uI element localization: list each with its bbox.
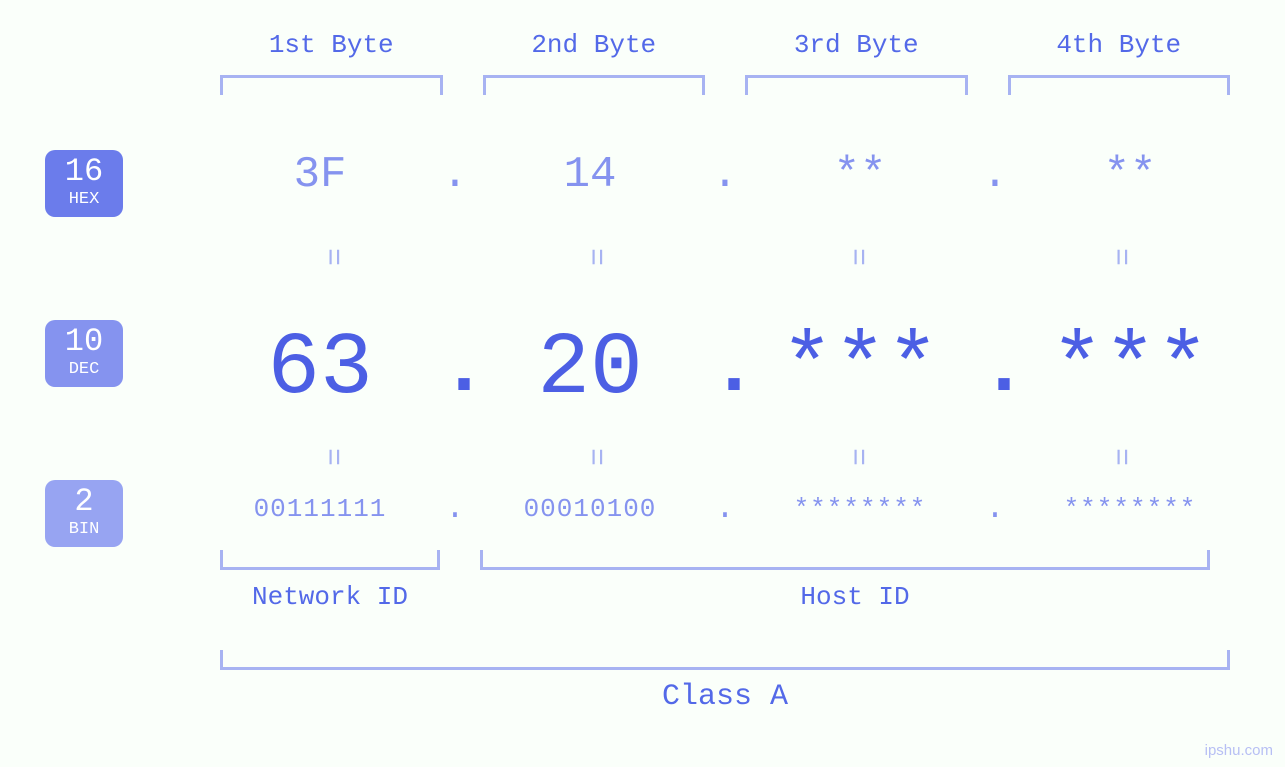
dot-separator: . <box>980 324 1010 415</box>
dot-separator: . <box>440 324 470 415</box>
bin-row: 00111111 . 00010100 . ******** . *******… <box>200 490 1250 527</box>
dot-separator: . <box>440 150 470 200</box>
equals-icon: = <box>577 326 611 589</box>
dot-separator: . <box>440 490 470 527</box>
dot-separator: . <box>710 324 740 415</box>
dot-separator: . <box>710 490 740 527</box>
network-host-labels: Network ID Host ID <box>200 582 1250 612</box>
equals-icon: = <box>839 326 873 589</box>
byte-label-4: 4th Byte <box>988 30 1251 60</box>
badge-dec-num: 10 <box>45 326 123 358</box>
base-badge-dec: 10 DEC <box>45 320 123 387</box>
dot-separator: . <box>980 490 1010 527</box>
bracket-network-id <box>220 550 440 570</box>
bracket-class <box>220 650 1230 670</box>
bracket-byte-4 <box>1008 75 1231 95</box>
badge-hex-num: 16 <box>45 156 123 188</box>
equals-row-2: = = = = <box>200 440 1250 474</box>
bin-byte-3: ******** <box>740 494 980 524</box>
network-host-section: Network ID Host ID <box>200 550 1250 612</box>
network-host-brackets <box>200 550 1250 570</box>
dot-separator: . <box>980 150 1010 200</box>
byte-labels-row: 1st Byte 2nd Byte 3rd Byte 4th Byte <box>200 30 1250 60</box>
dot-separator: . <box>710 150 740 200</box>
host-id-label: Host ID <box>460 582 1250 612</box>
bracket-byte-2 <box>483 75 706 95</box>
hex-row: 3F . 14 . ** . ** <box>200 150 1250 200</box>
byte-label-1: 1st Byte <box>200 30 463 60</box>
bin-byte-2: 00010100 <box>470 494 710 524</box>
badge-dec-label: DEC <box>45 360 123 379</box>
base-badge-hex: 16 HEX <box>45 150 123 217</box>
equals-row-1: = = = = <box>200 240 1250 274</box>
network-id-label: Network ID <box>200 582 460 612</box>
bin-byte-4: ******** <box>1010 494 1250 524</box>
dec-row: 63 . 20 . *** . *** <box>200 320 1250 419</box>
class-label: Class A <box>200 680 1250 714</box>
byte-label-2: 2nd Byte <box>463 30 726 60</box>
badge-bin-label: BIN <box>45 520 123 539</box>
equals-icon: = <box>1102 326 1136 589</box>
bracket-byte-3 <box>745 75 968 95</box>
equals-icon: = <box>314 326 348 589</box>
bracket-host-id <box>480 550 1210 570</box>
byte-label-3: 3rd Byte <box>725 30 988 60</box>
badge-bin-num: 2 <box>45 486 123 518</box>
badge-hex-label: HEX <box>45 190 123 209</box>
bracket-byte-1 <box>220 75 443 95</box>
base-badge-bin: 2 BIN <box>45 480 123 547</box>
bin-byte-1: 00111111 <box>200 494 440 524</box>
watermark: ipshu.com <box>1205 742 1273 759</box>
top-brackets <box>200 75 1250 95</box>
